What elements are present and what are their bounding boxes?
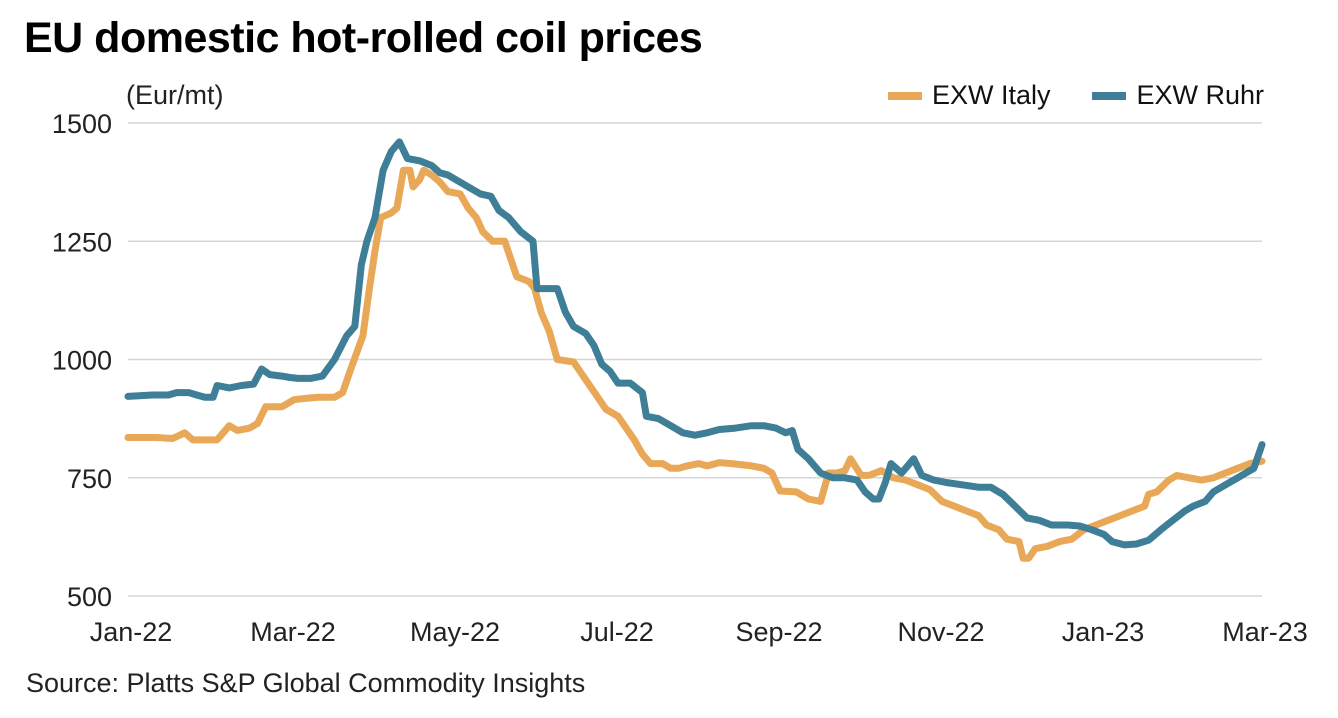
legend-swatch-italy (887, 91, 922, 100)
legend-label-italy: EXW Italy (931, 80, 1051, 110)
x-tick-label: Nov-22 (897, 617, 984, 647)
y-tick-label: 1500 (52, 109, 112, 139)
y-tick-label: 500 (67, 582, 112, 612)
legend-swatch-ruhr (1092, 91, 1127, 100)
x-tick-label: Mar-22 (250, 617, 336, 647)
series-lines (124, 138, 1266, 562)
y-tick-label: 750 (67, 464, 112, 494)
series-line-exw-ruhr (124, 138, 1266, 549)
legend-item-italy: EXW Italy (887, 80, 1051, 111)
x-tick-label: May-22 (410, 617, 500, 647)
y-axis-ticks: 500 750 1000 1250 1500 (52, 109, 112, 612)
series-line-exw-italy (124, 166, 1266, 562)
x-axis-ticks: Jan-22 Mar-22 May-22 Jul-22 Sep-22 Nov-22 Jan-… (90, 617, 1308, 647)
x-tick-label: Jan-22 (90, 617, 173, 647)
x-tick-label: Jan-23 (1062, 617, 1145, 647)
gridlines (128, 122, 1262, 597)
source-note: Source: Platts S&P Global Commodity Insi… (26, 668, 586, 698)
x-tick-label: Sep-22 (735, 617, 822, 647)
chart-title: EU domestic hot-rolled coil prices (24, 14, 703, 62)
x-tick-label: Mar-23 (1222, 617, 1308, 647)
legend-label-ruhr: EXW Ruhr (1136, 80, 1264, 110)
y-axis-unit-label: (Eur/mt) (126, 80, 224, 110)
legend-item-ruhr: EXW Ruhr (1092, 80, 1264, 111)
y-tick-label: 1250 (52, 227, 112, 257)
x-tick-label: Jul-22 (580, 617, 654, 647)
legend: EXW Italy EXW Ruhr (846, 80, 1264, 111)
y-tick-label: 1000 (52, 346, 112, 376)
